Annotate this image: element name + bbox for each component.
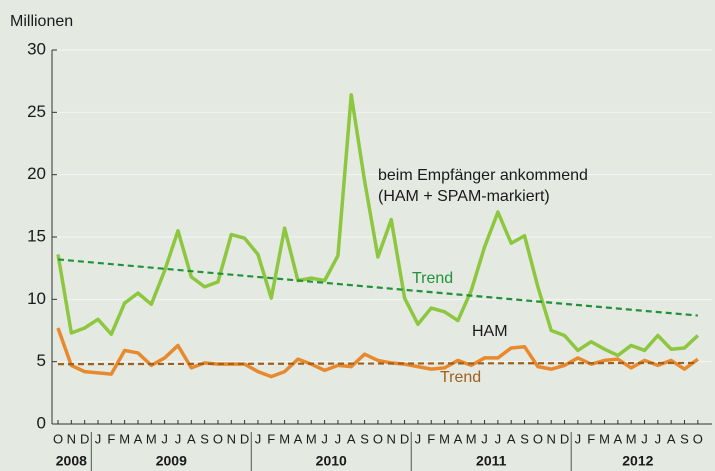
trend-line	[57, 258, 698, 317]
x-tick-label: J	[655, 431, 662, 446]
x-tick-label: F	[587, 431, 595, 446]
y-tick-label: 10	[27, 289, 46, 308]
x-tick-label: N	[67, 431, 76, 446]
trend-line	[57, 361, 698, 366]
y-tick-label: 0	[37, 413, 46, 432]
x-tick-label: M	[306, 431, 317, 446]
x-tick-label: J	[415, 431, 422, 446]
x-tick-label: N	[387, 431, 396, 446]
x-tick-label: A	[454, 431, 463, 446]
x-tick-label: O	[373, 431, 383, 446]
x-tick-label: O	[693, 431, 703, 446]
x-tick-label: J	[161, 431, 168, 446]
x-tick-label: S	[680, 431, 689, 446]
series-label: HAM	[472, 323, 508, 340]
x-tick-label: S	[360, 431, 369, 446]
x-tick-label: J	[95, 431, 102, 446]
trend-label: Trend	[412, 270, 453, 287]
year-label: 2012	[622, 453, 653, 469]
year-label: 2008	[56, 453, 87, 469]
x-tick-label: N	[227, 431, 236, 446]
x-tick-label: O	[53, 431, 63, 446]
series-label: beim Empfänger ankommend	[378, 167, 588, 184]
y-tick-label: 15	[27, 226, 46, 245]
y-tick-label: 20	[27, 164, 46, 183]
x-tick-label: F	[107, 431, 115, 446]
x-tick-label: A	[614, 431, 623, 446]
y-tick-label: 25	[27, 102, 46, 121]
x-tick-label: O	[533, 431, 543, 446]
year-label: 2009	[156, 453, 187, 469]
x-tick-label: J	[321, 431, 328, 446]
x-tick-label: D	[560, 431, 569, 446]
series-line	[56, 93, 700, 358]
x-tick-label: F	[267, 431, 275, 446]
year-label: 2010	[316, 453, 347, 469]
year-label: 2011	[476, 453, 507, 469]
x-tick-label: A	[347, 431, 356, 446]
x-tick-label: M	[146, 431, 157, 446]
x-tick-label: A	[187, 431, 196, 446]
x-tick-label: M	[279, 431, 290, 446]
x-tick-label: M	[599, 431, 610, 446]
x-tick-label: M	[466, 431, 477, 446]
y-tick-label: 5	[37, 351, 46, 370]
x-tick-label: J	[481, 431, 488, 446]
x-tick-label: J	[575, 431, 582, 446]
x-tick-label: O	[213, 431, 223, 446]
x-tick-label: M	[626, 431, 637, 446]
x-tick-label: S	[200, 431, 209, 446]
x-tick-label: A	[294, 431, 303, 446]
x-tick-label: J	[255, 431, 262, 446]
x-tick-label: J	[495, 431, 502, 446]
x-tick-label: D	[240, 431, 249, 446]
x-tick-label: A	[667, 431, 676, 446]
x-tick-label: J	[175, 431, 182, 446]
y-axis-label: Millionen	[10, 13, 73, 30]
x-tick-label: D	[400, 431, 409, 446]
series-line	[56, 327, 699, 379]
x-tick-label: A	[507, 431, 516, 446]
trend-label: Trend	[440, 369, 481, 386]
series-label: (HAM + SPAM-markiert)	[378, 188, 550, 205]
x-tick-label: M	[439, 431, 450, 446]
x-tick-label: D	[80, 431, 89, 446]
x-tick-label: A	[134, 431, 143, 446]
x-tick-label: M	[119, 431, 130, 446]
x-tick-label: J	[641, 431, 648, 446]
x-tick-label: S	[520, 431, 529, 446]
x-tick-label: F	[427, 431, 435, 446]
x-tick-label: N	[547, 431, 556, 446]
x-tick-label: J	[335, 431, 342, 446]
y-tick-label: 30	[27, 39, 46, 58]
